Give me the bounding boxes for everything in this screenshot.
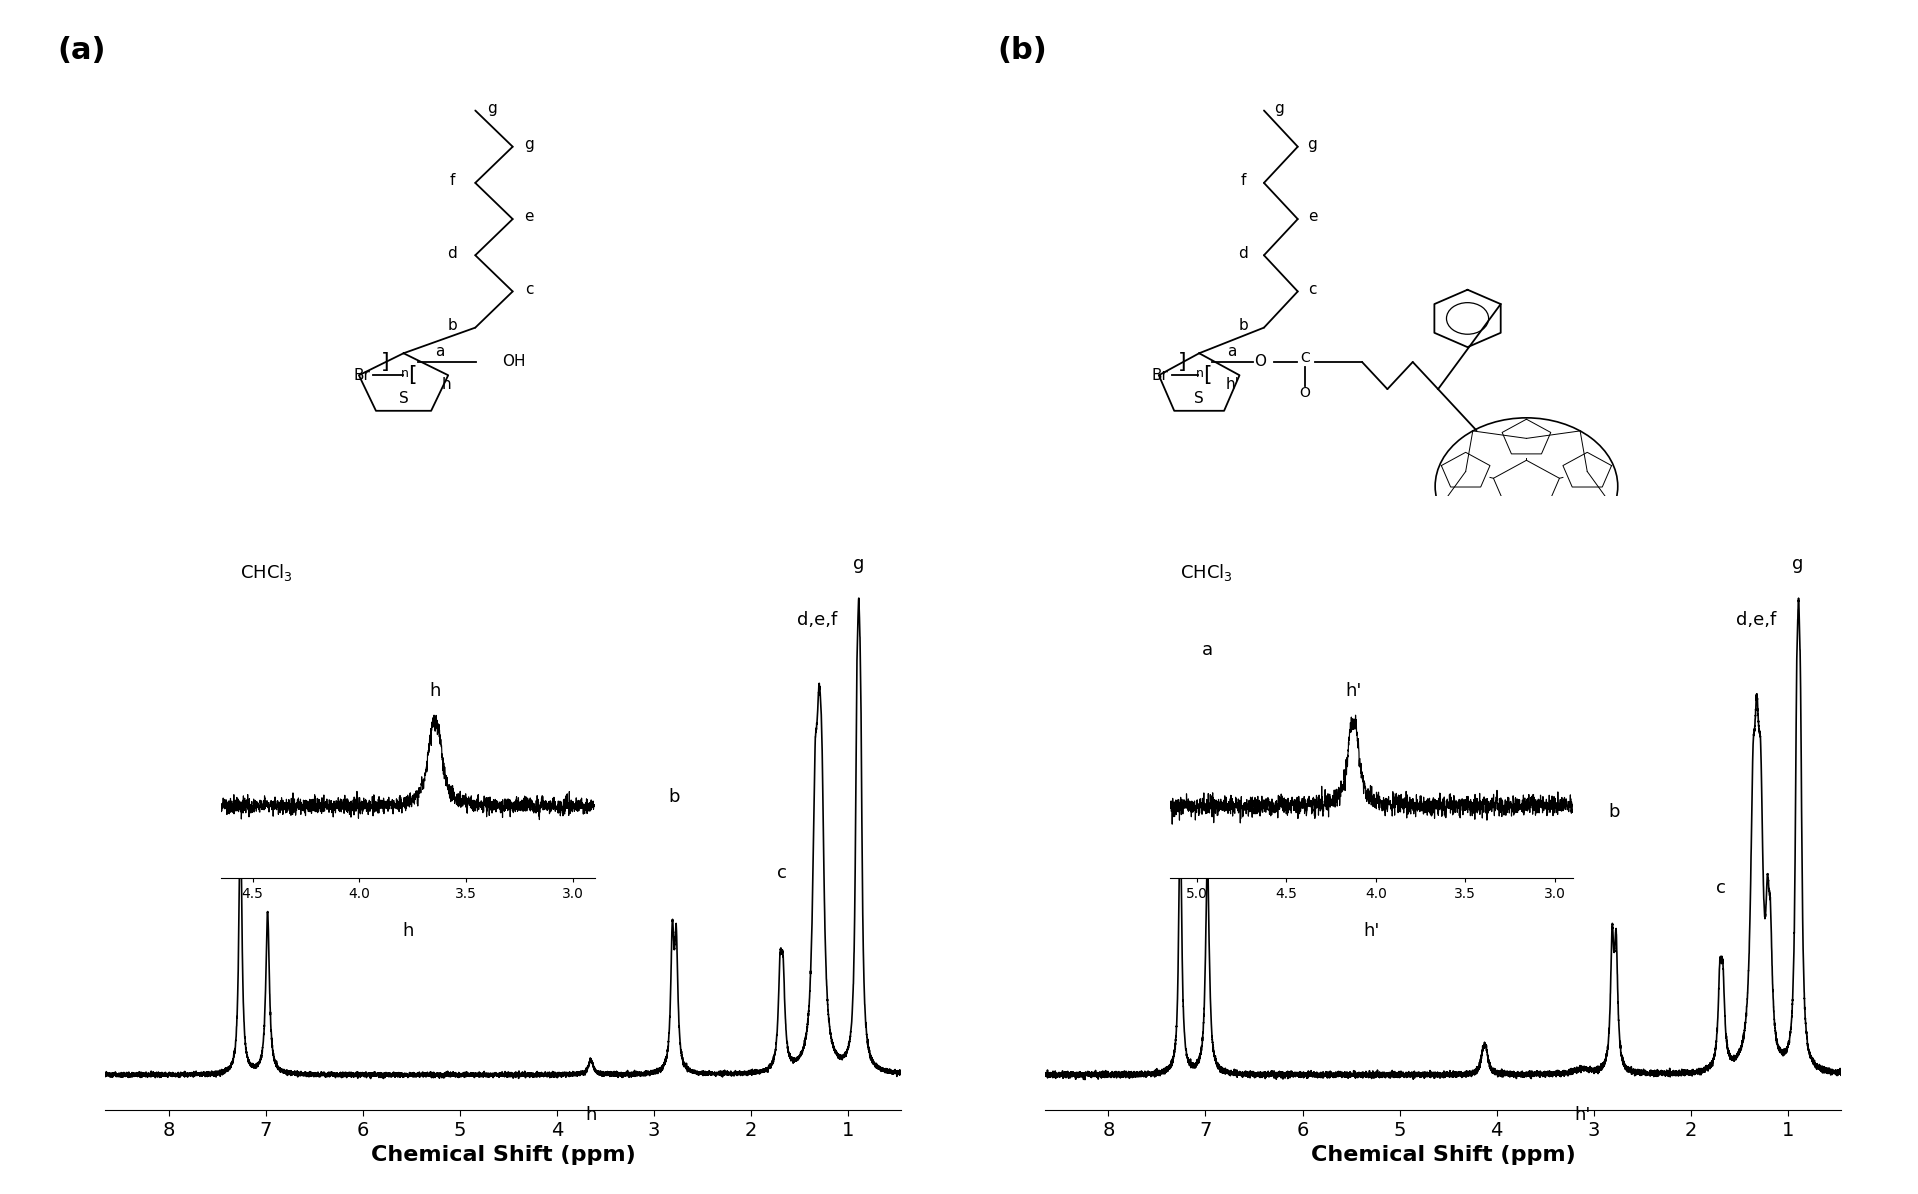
Text: g: g	[487, 100, 497, 116]
Text: CHCl$_3$: CHCl$_3$	[240, 562, 293, 583]
Text: d: d	[1239, 246, 1249, 260]
Text: e: e	[524, 209, 533, 224]
Text: [: [	[1203, 365, 1212, 386]
Text: h': h'	[1345, 682, 1362, 700]
Text: f: f	[449, 173, 455, 189]
Text: ]: ]	[1178, 352, 1187, 373]
Text: S: S	[1195, 390, 1205, 406]
Text: CHCl$_3$: CHCl$_3$	[1180, 562, 1233, 583]
Text: f: f	[1241, 173, 1247, 189]
Text: e: e	[1308, 209, 1318, 224]
Text: g: g	[1274, 100, 1283, 116]
Text: Br: Br	[1153, 368, 1168, 383]
Text: a: a	[263, 732, 272, 750]
Text: n: n	[1197, 367, 1205, 380]
Text: d,e,f: d,e,f	[798, 610, 838, 628]
Text: [: [	[409, 365, 416, 386]
Text: h: h	[430, 682, 441, 700]
Text: h': h'	[1364, 922, 1379, 940]
Text: a: a	[1203, 641, 1212, 659]
X-axis label: Chemical Shift (ppm): Chemical Shift (ppm)	[370, 1145, 637, 1165]
Text: ]: ]	[380, 352, 389, 373]
Text: g: g	[1793, 555, 1803, 573]
Text: S: S	[399, 390, 409, 406]
Text: g: g	[1308, 137, 1318, 152]
Text: c: c	[1308, 282, 1318, 297]
Text: h': h'	[1226, 377, 1239, 393]
Text: h: h	[585, 1107, 596, 1125]
Text: a: a	[435, 344, 445, 358]
Text: (a): (a)	[58, 36, 105, 64]
Text: b: b	[447, 318, 456, 333]
Text: h': h'	[1575, 1107, 1590, 1125]
Text: n: n	[401, 367, 409, 380]
Text: b: b	[1607, 804, 1619, 821]
Text: b: b	[667, 788, 679, 806]
Text: b: b	[1239, 318, 1249, 333]
Text: O: O	[1300, 386, 1310, 400]
Text: C: C	[1300, 351, 1310, 365]
Text: Br: Br	[353, 368, 370, 383]
Text: c: c	[526, 282, 533, 297]
Text: h: h	[443, 377, 453, 393]
X-axis label: Chemical Shift (ppm): Chemical Shift (ppm)	[1310, 1145, 1577, 1165]
Text: g: g	[854, 555, 863, 573]
Text: c: c	[1717, 880, 1726, 898]
Text: h: h	[403, 922, 412, 940]
Text: a: a	[1228, 344, 1237, 358]
Text: d: d	[447, 246, 456, 260]
Text: O: O	[1254, 355, 1266, 369]
Text: d,e,f: d,e,f	[1736, 610, 1776, 628]
Text: OH: OH	[503, 355, 526, 369]
Text: (b): (b)	[997, 36, 1047, 64]
Text: g: g	[524, 137, 533, 152]
Text: c: c	[777, 864, 786, 882]
